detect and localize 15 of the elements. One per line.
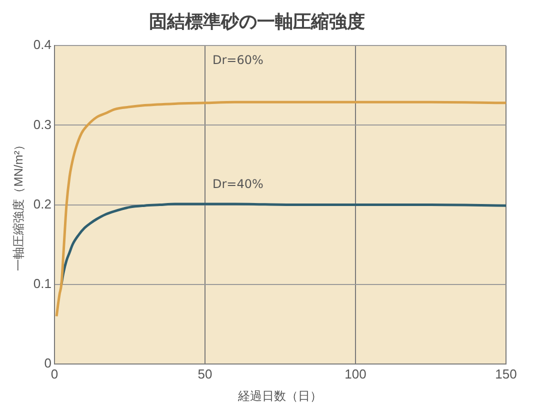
y-tick-label: 0 [44,356,52,371]
y-tick-label: 0.3 [33,116,52,132]
y-tick-label: 0.2 [33,196,52,212]
chart-title: 固結標準砂の一軸圧縮強度 [149,11,365,32]
x-axis-title: 経過日数（日） [237,389,322,404]
x-tick-label: 100 [344,366,366,382]
line-series [55,100,506,318]
text: Dr=60% [212,53,264,68]
x-tick-label: 50 [198,366,212,382]
x-tick-label: 150 [495,366,517,382]
series-label: Dr=40% [212,177,264,192]
y-axis-title: 一軸圧縮強度（MN/m²） [12,138,26,271]
line-series [60,202,506,286]
y-tick-label: 0.4 [33,37,52,52]
y-tick-label: 0.1 [33,276,52,291]
